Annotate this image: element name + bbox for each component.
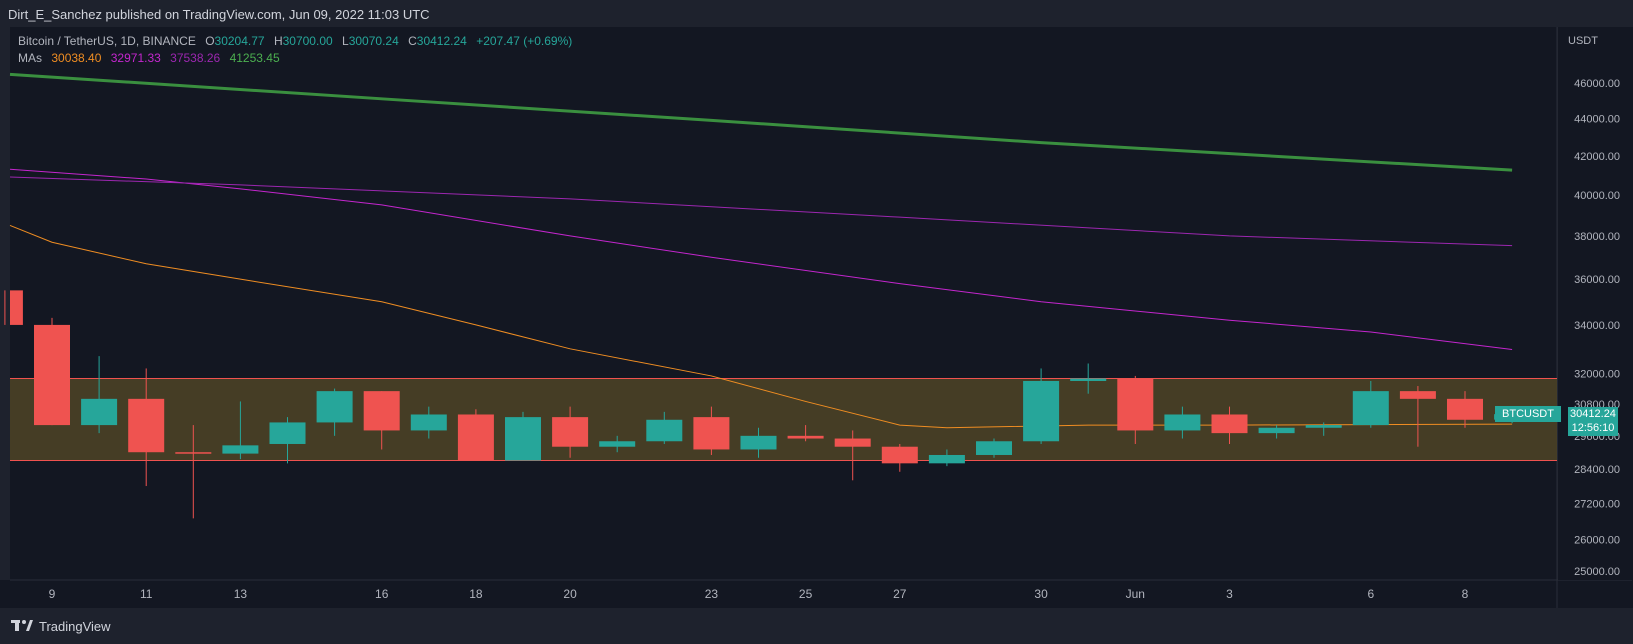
y-tick-label: 34000.00 bbox=[1574, 320, 1620, 332]
high-value: 30700.00 bbox=[282, 34, 333, 48]
x-tick-label: 18 bbox=[469, 587, 483, 601]
candle-body bbox=[505, 417, 541, 461]
published-info: Dirt_E_Sanchez published on TradingView.… bbox=[8, 7, 430, 22]
candle-body bbox=[1399, 391, 1436, 399]
close-label: C bbox=[408, 34, 417, 48]
symbol-name: Bitcoin / TetherUS, 1D, BINANCE bbox=[18, 34, 196, 48]
close-value: 30412.24 bbox=[416, 34, 467, 48]
candle-body bbox=[1164, 414, 1201, 431]
x-tick-label: 30 bbox=[1034, 587, 1048, 601]
candle-body bbox=[410, 414, 447, 431]
candle-body bbox=[599, 441, 636, 447]
open-label: O bbox=[205, 34, 215, 48]
candle-body bbox=[646, 419, 683, 442]
x-tick-label: 23 bbox=[705, 587, 719, 601]
x-tick-label: 27 bbox=[893, 587, 907, 601]
symbol-price-tag: BTCUSDT bbox=[1495, 406, 1561, 422]
time-axis-pane bbox=[0, 580, 1633, 608]
candle-body bbox=[1211, 414, 1248, 434]
plot-area bbox=[10, 27, 1557, 580]
x-tick-label: 20 bbox=[563, 587, 577, 601]
candle-body bbox=[363, 391, 400, 431]
price-axis-pane bbox=[1558, 27, 1633, 580]
x-tick-label: 9 bbox=[49, 587, 56, 601]
moving-average-line-2 bbox=[9, 168, 1513, 351]
candle-body bbox=[269, 422, 306, 444]
y-tick-label: 44000.00 bbox=[1574, 114, 1620, 126]
range-zone bbox=[10, 378, 1557, 461]
candle-body bbox=[740, 435, 777, 450]
high-label: H bbox=[273, 34, 283, 48]
countdown-tag: 12:56:10 bbox=[1568, 421, 1618, 436]
x-tick-label: 11 bbox=[140, 587, 153, 601]
candle-body bbox=[1070, 378, 1107, 381]
current-price-tag: 30412.24 bbox=[1568, 407, 1618, 422]
x-tick-label: 3 bbox=[1226, 587, 1233, 601]
moving-average-line-3 bbox=[9, 176, 1513, 247]
moving-average-line-4 bbox=[9, 72, 1513, 172]
candle-body bbox=[834, 438, 871, 447]
candle-body bbox=[34, 324, 70, 426]
change-value: +207.47 (+0.69%) bbox=[476, 34, 573, 48]
price-axis-currency: USDT bbox=[1568, 35, 1598, 47]
ma-legend: MAs 30038.40 32971.33 37538.26 41253.45 bbox=[18, 51, 286, 65]
tradingview-logo-icon bbox=[11, 620, 33, 631]
y-tick-label: 26000.00 bbox=[1574, 535, 1620, 547]
y-tick-label: 32000.00 bbox=[1574, 368, 1620, 380]
candle-body bbox=[976, 441, 1012, 455]
low-label: L bbox=[342, 34, 349, 48]
candle-body bbox=[881, 446, 918, 464]
symbol-legend: Bitcoin / TetherUS, 1D, BINANCE O30204.7… bbox=[18, 34, 578, 48]
low-value: 30070.24 bbox=[348, 34, 399, 48]
candle-body bbox=[787, 435, 824, 439]
x-tick-label: 25 bbox=[799, 587, 813, 601]
y-tick-label: 46000.00 bbox=[1574, 78, 1620, 90]
candle-body bbox=[175, 452, 212, 454]
y-tick-label: 38000.00 bbox=[1574, 231, 1620, 243]
moving-average-line-1 bbox=[9, 224, 1513, 429]
candle-body bbox=[1447, 398, 1483, 420]
candle-body bbox=[81, 398, 118, 426]
x-tick-label: 13 bbox=[234, 587, 248, 601]
mas-label: MAs bbox=[18, 51, 42, 65]
candle-body bbox=[1258, 427, 1295, 434]
candle-body bbox=[1305, 425, 1342, 428]
candle-body bbox=[1117, 378, 1154, 431]
x-tick-label: 8 bbox=[1462, 587, 1469, 601]
y-tick-label: 40000.00 bbox=[1574, 190, 1620, 202]
ma3-value: 37538.26 bbox=[170, 51, 221, 65]
ma4-value: 41253.45 bbox=[229, 51, 280, 65]
ma2-value: 32971.33 bbox=[110, 51, 161, 65]
x-tick-label: 16 bbox=[375, 587, 389, 601]
candle-body bbox=[928, 454, 965, 464]
tradingview-logo[interactable]: TradingView bbox=[11, 617, 111, 635]
y-tick-label: 27200.00 bbox=[1574, 499, 1620, 511]
x-tick-label: Jun bbox=[1126, 587, 1145, 601]
y-tick-label: 36000.00 bbox=[1574, 274, 1620, 286]
candle-body bbox=[316, 391, 353, 423]
candle-body bbox=[693, 417, 730, 450]
x-tick-label: 6 bbox=[1367, 587, 1374, 601]
ma1-value: 30038.40 bbox=[51, 51, 102, 65]
y-tick-label: 25000.00 bbox=[1574, 566, 1620, 578]
candle-body bbox=[1023, 380, 1060, 442]
candle-body bbox=[10, 290, 23, 325]
candle-body bbox=[457, 414, 494, 461]
open-value: 30204.77 bbox=[214, 34, 265, 48]
footer-brand: TradingView bbox=[39, 618, 111, 634]
candle-body bbox=[128, 398, 165, 453]
y-tick-label: 28400.00 bbox=[1574, 464, 1620, 476]
y-tick-label: 42000.00 bbox=[1574, 151, 1620, 163]
candle-body bbox=[222, 445, 259, 454]
candle-body bbox=[552, 417, 589, 447]
candle-body bbox=[1352, 391, 1389, 426]
